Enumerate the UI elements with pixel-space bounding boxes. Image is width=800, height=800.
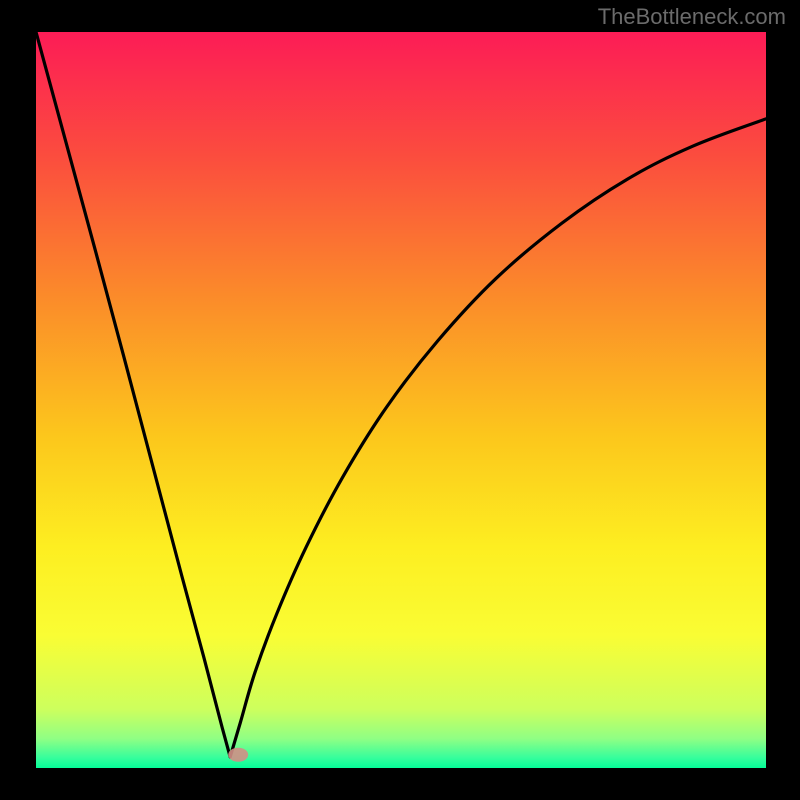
chart-svg: [36, 32, 766, 768]
watermark-text: TheBottleneck.com: [598, 4, 786, 30]
gradient-rect: [36, 32, 766, 768]
plot-region: [36, 32, 766, 768]
minimum-marker: [228, 748, 248, 762]
figure-root: TheBottleneck.com: [0, 0, 800, 800]
